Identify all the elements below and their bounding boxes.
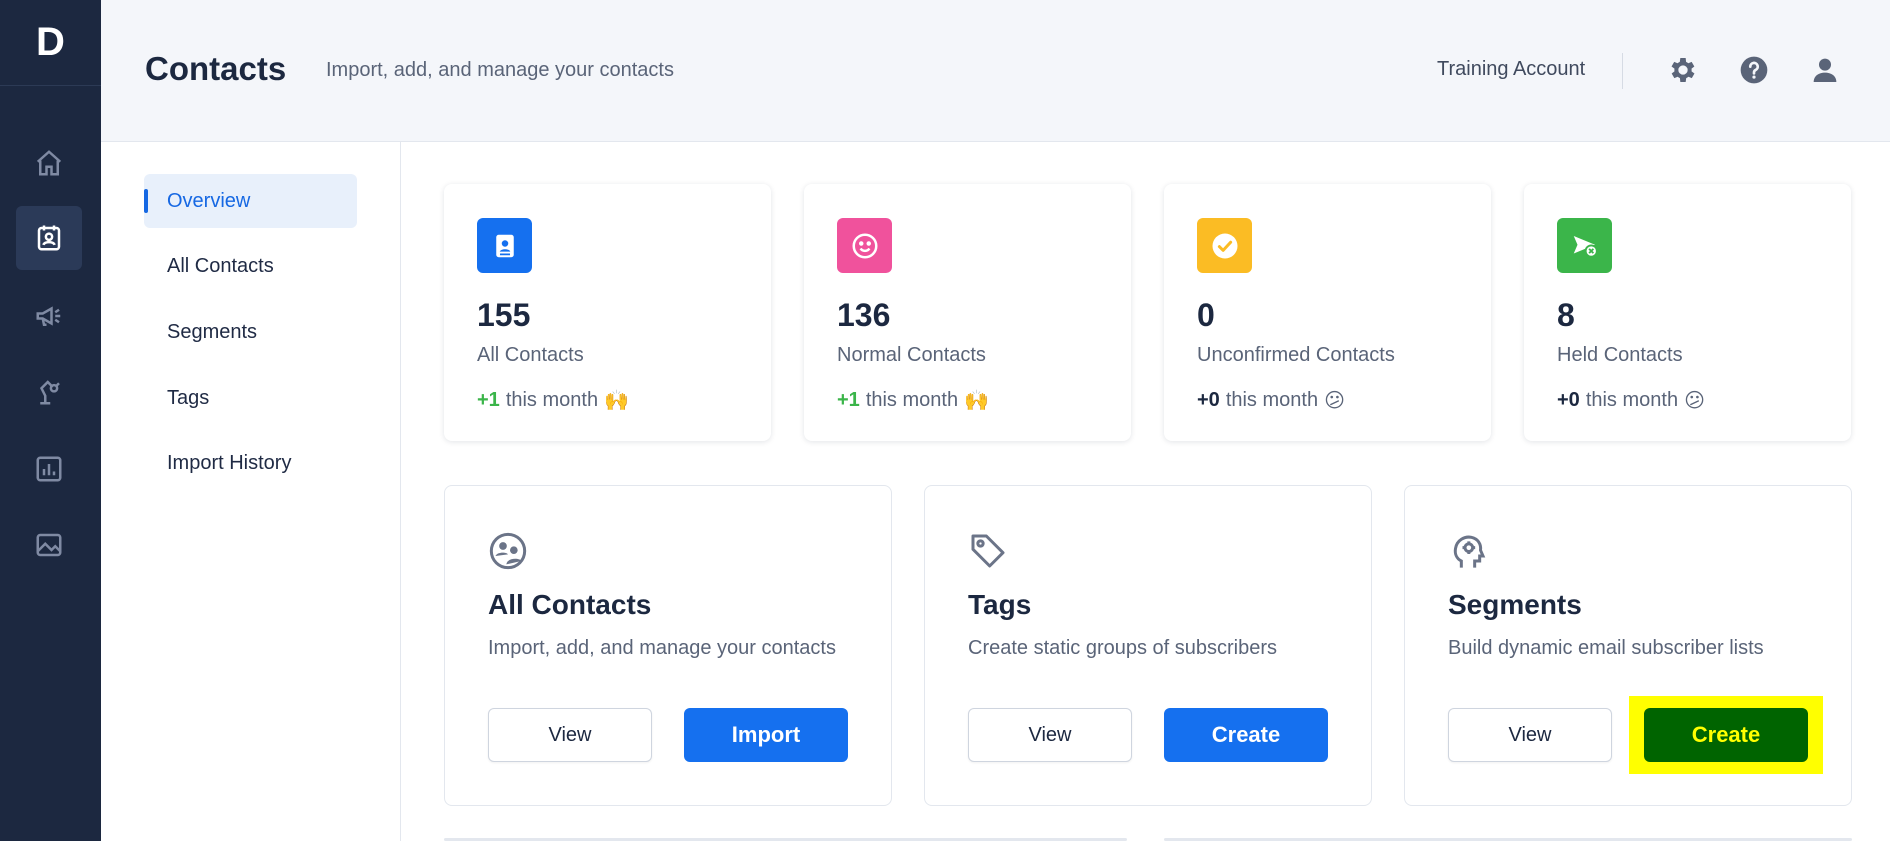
send-blocked-icon xyxy=(1573,235,1598,258)
header-divider xyxy=(1622,53,1623,89)
account-switcher[interactable]: Training Account xyxy=(1437,58,1586,80)
feature-title: Segments xyxy=(1448,589,1582,620)
logo-letter: D xyxy=(36,20,65,64)
stat-delta-suffix: this month xyxy=(505,388,599,411)
subnav-all-contacts[interactable]: All Contacts xyxy=(167,254,274,277)
stat-delta-value: +1 xyxy=(477,388,500,411)
settings-button[interactable] xyxy=(1665,52,1701,88)
stat-label: All Contacts xyxy=(477,344,584,366)
confused-face-emoji: 😕 xyxy=(1684,388,1705,412)
stat-label: Unconfirmed Contacts xyxy=(1197,344,1395,366)
feature-title: Tags xyxy=(968,589,1032,620)
nav-home[interactable] xyxy=(16,131,82,195)
nav-automation[interactable] xyxy=(16,360,82,424)
stat-card-unconfirmed-contacts[interactable]: 0 Unconfirmed Contacts +0 this month 😕 xyxy=(1164,184,1491,441)
left-rail: D xyxy=(0,0,101,841)
stat-card-all-contacts[interactable]: 155 All Contacts +1 this month 🙌 xyxy=(444,184,771,441)
stat-icon-badge xyxy=(837,218,892,273)
raised-hands-emoji: 🙌 xyxy=(964,388,989,412)
stat-delta-suffix: this month xyxy=(1585,388,1679,411)
help-icon xyxy=(1740,56,1768,84)
subnav-overview[interactable]: Overview xyxy=(144,174,357,228)
stat-delta: +1 this month 🙌 xyxy=(837,388,989,412)
stat-card-normal-contacts[interactable]: 136 Normal Contacts +1 this month 🙌 xyxy=(804,184,1131,441)
contacts-icon xyxy=(37,225,61,251)
address-book-icon xyxy=(495,234,514,257)
app-logo[interactable]: D xyxy=(0,0,101,86)
tag-icon xyxy=(971,534,1005,568)
feature-title: All Contacts xyxy=(488,589,652,620)
subnav-tags[interactable]: Tags xyxy=(167,386,210,409)
stat-delta: +0 this month 😕 xyxy=(1557,388,1705,412)
stat-delta-value: +1 xyxy=(837,388,860,411)
nav-reports[interactable] xyxy=(16,437,82,501)
subnav-segments[interactable]: Segments xyxy=(167,320,258,343)
stat-value: 0 xyxy=(1197,297,1215,333)
feature-description: Create static groups of subscribers xyxy=(968,637,1278,659)
nav-media[interactable] xyxy=(16,513,82,577)
help-button[interactable] xyxy=(1736,52,1772,88)
raised-hands-emoji: 🙌 xyxy=(604,388,629,412)
users-group-icon xyxy=(489,532,527,570)
stat-delta: +1 this month 🙌 xyxy=(477,388,629,412)
main-content: 155 All Contacts +1 this month 🙌 136 Nor… xyxy=(401,142,1890,841)
tags-view-button[interactable]: View xyxy=(968,708,1132,762)
stat-value: 8 xyxy=(1557,297,1575,333)
nav-campaigns[interactable] xyxy=(16,284,82,348)
gear-icon xyxy=(1671,58,1695,82)
feature-icon xyxy=(488,531,528,571)
nav-contacts[interactable] xyxy=(16,206,82,270)
check-circle-icon xyxy=(1212,233,1237,258)
page-subtitle: Import, add, and manage your contacts xyxy=(326,59,674,81)
page-header: Contacts Import, add, and manage your co… xyxy=(101,0,1890,142)
stat-delta: +0 this month 😕 xyxy=(1197,388,1345,412)
profile-button[interactable] xyxy=(1807,52,1843,88)
contacts-subnav: Overview All Contacts Segments Tags Impo… xyxy=(101,142,401,841)
home-icon xyxy=(36,150,62,176)
head-gear-icon xyxy=(1453,535,1486,568)
stat-delta-suffix: this month xyxy=(1225,388,1319,411)
smile-icon xyxy=(852,233,877,258)
user-icon xyxy=(1813,58,1837,82)
stat-label: Held Contacts xyxy=(1557,344,1683,366)
import-button[interactable]: Import xyxy=(684,708,848,762)
stat-icon-badge xyxy=(1557,218,1612,273)
stat-value: 155 xyxy=(477,297,531,333)
segments-view-button[interactable]: View xyxy=(1448,708,1612,762)
tags-create-button[interactable]: Create xyxy=(1164,708,1328,762)
feature-icon xyxy=(968,531,1008,571)
stat-value: 136 xyxy=(837,297,891,333)
stat-delta-suffix: this month xyxy=(865,388,959,411)
feature-icon xyxy=(1448,531,1488,571)
all-contacts-view-button[interactable]: View xyxy=(488,708,652,762)
confused-face-emoji: 😕 xyxy=(1324,388,1345,412)
feature-description: Import, add, and manage your contacts xyxy=(488,637,836,659)
next-card-edge xyxy=(444,838,1127,841)
page-title: Contacts xyxy=(145,50,287,87)
automation-icon xyxy=(39,380,60,405)
stat-delta-value: +0 xyxy=(1197,388,1220,411)
feature-description: Build dynamic email subscriber lists xyxy=(1448,637,1764,659)
subnav-import-history[interactable]: Import History xyxy=(167,451,292,474)
stat-card-held-contacts[interactable]: 8 Held Contacts +0 this month 😕 xyxy=(1524,184,1851,441)
stat-delta-value: +0 xyxy=(1557,388,1580,411)
next-card-edge xyxy=(1164,838,1852,841)
stat-icon-badge xyxy=(1197,218,1252,273)
reports-icon xyxy=(36,456,62,482)
stat-label: Normal Contacts xyxy=(837,344,986,366)
stat-icon-badge xyxy=(477,218,532,273)
image-icon xyxy=(36,533,62,557)
megaphone-icon xyxy=(36,306,61,326)
segments-create-button[interactable]: Create xyxy=(1644,708,1808,762)
